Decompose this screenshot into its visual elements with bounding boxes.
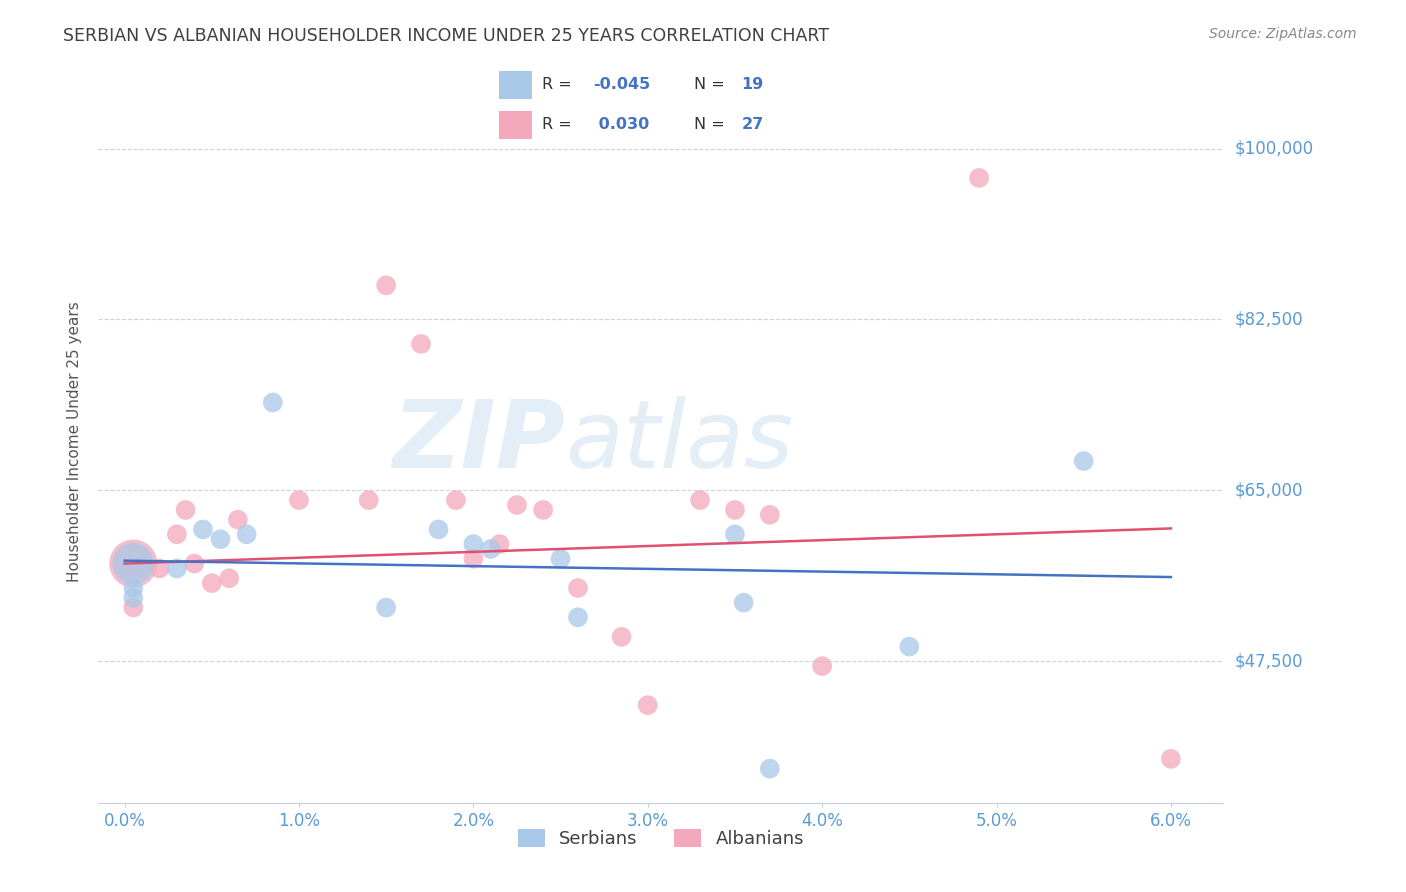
Point (724, 527, 747, 541)
Text: ZIP: ZIP (392, 395, 565, 488)
Point (174, 503, 197, 517)
Point (288, 493, 311, 508)
Text: $82,500: $82,500 (1234, 310, 1303, 328)
Text: N =: N = (695, 77, 730, 92)
Point (733, 596, 755, 610)
Text: Source: ZipAtlas.com: Source: ZipAtlas.com (1209, 27, 1357, 41)
Point (567, 610, 589, 624)
Text: $100,000: $100,000 (1234, 140, 1313, 158)
Text: N =: N = (695, 117, 730, 132)
FancyBboxPatch shape (499, 111, 533, 139)
Point (122, 557, 145, 571)
Point (226, 513, 249, 527)
Y-axis label: Householder Income Under 25 years: Householder Income Under 25 years (67, 301, 83, 582)
Point (122, 557, 145, 571)
Text: R =: R = (543, 117, 578, 132)
Text: $47,500: $47,500 (1234, 652, 1303, 670)
Point (759, 508, 782, 522)
Point (811, 659, 834, 673)
Point (375, 278, 398, 293)
Point (148, 561, 170, 575)
Point (122, 591, 145, 605)
Text: $65,000: $65,000 (1234, 482, 1303, 500)
Point (235, 527, 257, 541)
Point (122, 600, 145, 615)
Text: -0.045: -0.045 (593, 77, 651, 92)
Legend: Serbians, Albanians: Serbians, Albanians (510, 822, 811, 855)
Point (218, 571, 240, 585)
Point (1073, 454, 1095, 468)
Point (209, 532, 232, 546)
Point (463, 551, 485, 566)
Point (724, 503, 747, 517)
FancyBboxPatch shape (499, 71, 533, 99)
Point (567, 581, 589, 595)
Point (759, 762, 782, 776)
Point (967, 170, 990, 185)
Point (610, 630, 633, 644)
Point (689, 493, 711, 508)
Point (166, 561, 188, 575)
Point (191, 523, 214, 537)
Point (506, 498, 529, 512)
Point (463, 537, 485, 551)
Point (409, 337, 432, 351)
Point (201, 576, 224, 591)
Point (166, 527, 188, 541)
Point (550, 551, 572, 566)
Point (637, 698, 659, 713)
Point (262, 395, 284, 409)
Point (479, 541, 502, 556)
Text: 0.030: 0.030 (593, 117, 650, 132)
Point (183, 557, 205, 571)
Text: 27: 27 (741, 117, 763, 132)
Point (122, 581, 145, 595)
Text: atlas: atlas (565, 396, 793, 487)
Point (898, 640, 921, 654)
Text: R =: R = (543, 77, 578, 92)
Text: 19: 19 (741, 77, 763, 92)
Point (488, 537, 510, 551)
Point (375, 600, 398, 615)
Point (427, 523, 450, 537)
Point (444, 493, 467, 508)
Point (531, 503, 554, 517)
Point (357, 493, 380, 508)
Point (1160, 752, 1182, 766)
Text: SERBIAN VS ALBANIAN HOUSEHOLDER INCOME UNDER 25 YEARS CORRELATION CHART: SERBIAN VS ALBANIAN HOUSEHOLDER INCOME U… (63, 27, 830, 45)
